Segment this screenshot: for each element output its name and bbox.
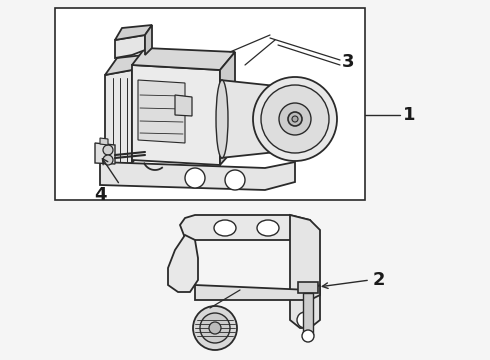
Polygon shape: [132, 65, 220, 165]
Polygon shape: [115, 25, 152, 40]
Text: 3: 3: [342, 53, 354, 71]
Polygon shape: [100, 162, 295, 190]
Text: 1: 1: [403, 106, 416, 124]
Polygon shape: [105, 55, 144, 75]
Circle shape: [297, 312, 313, 328]
Ellipse shape: [257, 220, 279, 236]
Polygon shape: [132, 48, 235, 70]
Circle shape: [261, 85, 329, 153]
Text: 2: 2: [373, 271, 386, 289]
Ellipse shape: [214, 220, 236, 236]
Circle shape: [185, 168, 205, 188]
Circle shape: [225, 170, 245, 190]
Circle shape: [209, 322, 221, 334]
Circle shape: [193, 306, 237, 350]
Circle shape: [103, 145, 113, 155]
Circle shape: [288, 112, 302, 126]
Circle shape: [292, 116, 298, 122]
Polygon shape: [168, 235, 198, 292]
Text: 4: 4: [94, 186, 106, 204]
Polygon shape: [180, 215, 315, 240]
Circle shape: [302, 330, 314, 342]
Polygon shape: [138, 80, 185, 143]
Polygon shape: [298, 282, 318, 293]
Polygon shape: [195, 285, 320, 300]
Polygon shape: [175, 95, 192, 116]
Polygon shape: [220, 52, 235, 165]
Polygon shape: [303, 293, 313, 335]
Polygon shape: [290, 215, 320, 328]
Circle shape: [200, 313, 230, 343]
Polygon shape: [105, 70, 132, 168]
Polygon shape: [220, 80, 295, 158]
Circle shape: [253, 77, 337, 161]
Polygon shape: [145, 25, 152, 55]
Polygon shape: [115, 35, 145, 58]
Circle shape: [279, 103, 311, 135]
Ellipse shape: [216, 80, 228, 158]
Polygon shape: [100, 138, 108, 145]
Polygon shape: [95, 143, 115, 164]
Polygon shape: [132, 55, 144, 163]
Circle shape: [103, 155, 113, 165]
Bar: [55, 8, 365, 200]
